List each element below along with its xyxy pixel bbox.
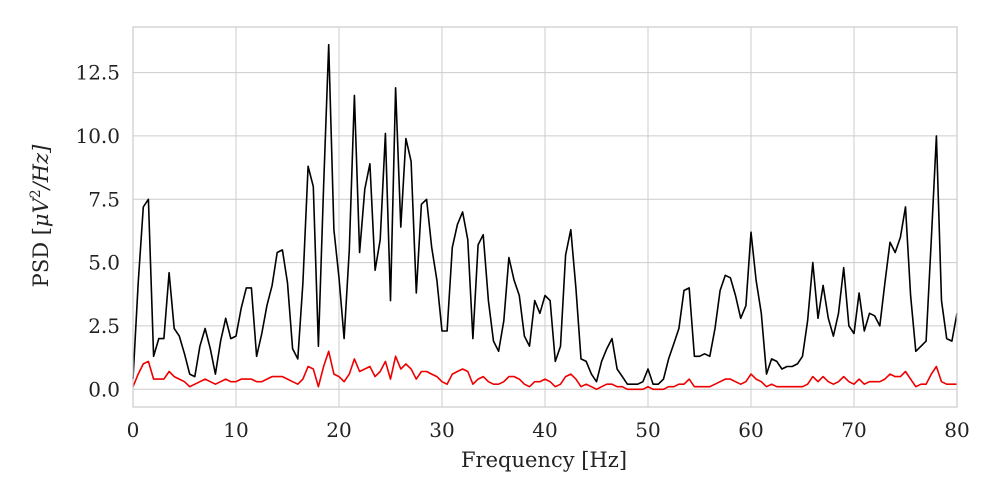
y-axis-label-prefix: PSD [	[29, 227, 53, 287]
x-tick-label: 20	[326, 418, 351, 442]
x-axis-label: Frequency [Hz]	[461, 448, 627, 472]
y-tick-label: 2.5	[88, 314, 120, 338]
y-tick-labels: 0.0 2.5 5.0 7.5 10.0 12.5	[75, 61, 120, 402]
y-axis-label: PSD [μV2/Hz]	[28, 144, 53, 287]
y-tick-label: 12.5	[75, 61, 120, 85]
series-line-red	[132, 350, 957, 391]
x-tick-label: 40	[532, 418, 557, 442]
x-tick-label: 50	[635, 418, 660, 442]
y-tick-label: 5.0	[88, 251, 120, 275]
x-tick-label: 60	[738, 418, 763, 442]
x-tick-label: 0	[127, 418, 140, 442]
x-tick-label: 80	[944, 418, 969, 442]
plot-frame	[132, 26, 958, 408]
x-tick-labels: 0 10 20 30 40 50 60 70 80	[127, 418, 970, 442]
y-tick-label: 7.5	[88, 187, 120, 211]
x-tick-label: 70	[841, 418, 866, 442]
y-axis-label-unit: μV	[29, 196, 53, 227]
x-tick-label: 30	[429, 418, 454, 442]
series-layer	[132, 43, 958, 391]
series-line-black	[132, 43, 958, 386]
y-tick-label: 10.0	[75, 124, 120, 148]
y-tick-label: 0.0	[88, 377, 120, 401]
y-axis-label-suffix: /Hz]	[29, 144, 53, 191]
y-axis-label-exponent: 2	[28, 189, 44, 198]
y-grid	[133, 72, 957, 390]
x-tick-label: 10	[223, 418, 248, 442]
